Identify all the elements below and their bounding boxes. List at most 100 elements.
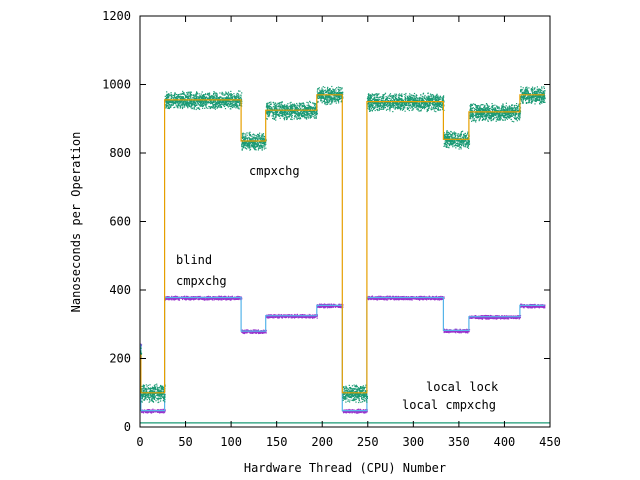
data-point [220, 103, 222, 105]
data-point [298, 316, 300, 318]
data-point [198, 298, 200, 300]
data-point [150, 387, 152, 389]
data-point [425, 297, 428, 299]
data-point [148, 396, 151, 398]
data-point [269, 316, 271, 318]
data-point [397, 298, 399, 300]
data-point [492, 317, 494, 319]
data-point [383, 299, 385, 301]
data-point [296, 313, 298, 315]
data-point [231, 104, 233, 106]
data-point [258, 331, 260, 333]
data-point [181, 93, 183, 95]
data-point [440, 295, 442, 297]
data-point [489, 314, 491, 317]
data-point [161, 387, 163, 389]
data-point [531, 307, 533, 309]
data-point [211, 97, 213, 99]
data-point [213, 297, 216, 300]
data-point [173, 102, 175, 104]
data-point [291, 317, 293, 319]
data-point [415, 298, 417, 300]
data-point [312, 314, 314, 316]
data-point [140, 352, 142, 354]
data-point [142, 385, 144, 387]
data-point [192, 103, 194, 105]
data-point [510, 315, 512, 317]
data-point [420, 298, 422, 300]
data-point [294, 313, 296, 316]
data-point [426, 299, 428, 301]
data-point [265, 331, 267, 333]
data-point [218, 295, 220, 297]
data-point [454, 330, 457, 332]
data-point [332, 306, 334, 308]
data-point [154, 390, 156, 392]
data-point [202, 105, 204, 107]
data-point [387, 297, 389, 300]
data-point [183, 105, 186, 107]
data-point [370, 298, 372, 301]
data-point [215, 93, 217, 95]
data-point [235, 96, 237, 98]
data-point [151, 386, 154, 388]
data-point [221, 102, 223, 104]
data-point [143, 396, 145, 398]
data-point [231, 295, 233, 297]
data-point [438, 299, 440, 301]
data-point [210, 107, 212, 109]
data-point [144, 394, 146, 396]
data-point [227, 105, 229, 107]
data-point [171, 295, 173, 297]
data-point [156, 385, 158, 387]
data-point [209, 102, 211, 104]
data-point [145, 391, 147, 393]
data-point [198, 93, 200, 95]
data-point [149, 394, 151, 396]
data-point [346, 409, 348, 411]
data-point [153, 387, 155, 389]
data-point [196, 298, 198, 300]
data-point [141, 385, 143, 387]
data-point [185, 299, 187, 301]
data-point [201, 104, 203, 106]
data-point [344, 410, 346, 412]
data-point [393, 298, 395, 300]
data-point [283, 315, 285, 317]
data-point [210, 297, 212, 299]
data-point [541, 306, 543, 308]
data-point [526, 306, 528, 308]
data-point [227, 94, 229, 96]
data-point [161, 411, 163, 413]
data-point [181, 97, 183, 99]
data-point [226, 100, 228, 102]
data-point [406, 298, 408, 300]
data-point [543, 306, 545, 308]
data-point [482, 317, 484, 319]
data-point [142, 387, 144, 389]
data-point [146, 391, 148, 393]
data-point [259, 331, 261, 334]
data-point [326, 303, 328, 305]
data-point [506, 318, 508, 320]
data-point [217, 104, 219, 106]
data-point [437, 298, 440, 300]
data-point [233, 105, 235, 107]
data-point [316, 315, 318, 317]
data-point [187, 100, 189, 102]
data-point [448, 330, 450, 332]
data-point [224, 93, 226, 95]
data-point [361, 410, 363, 412]
data-point [263, 329, 265, 331]
data-point [422, 296, 424, 298]
data-point [198, 98, 200, 100]
data-point [267, 317, 269, 319]
data-point [279, 316, 281, 318]
data-point [157, 401, 159, 404]
data-point [349, 411, 351, 413]
data-point [209, 93, 211, 95]
data-point [143, 392, 145, 395]
data-point [461, 331, 463, 333]
data-point [486, 315, 488, 317]
